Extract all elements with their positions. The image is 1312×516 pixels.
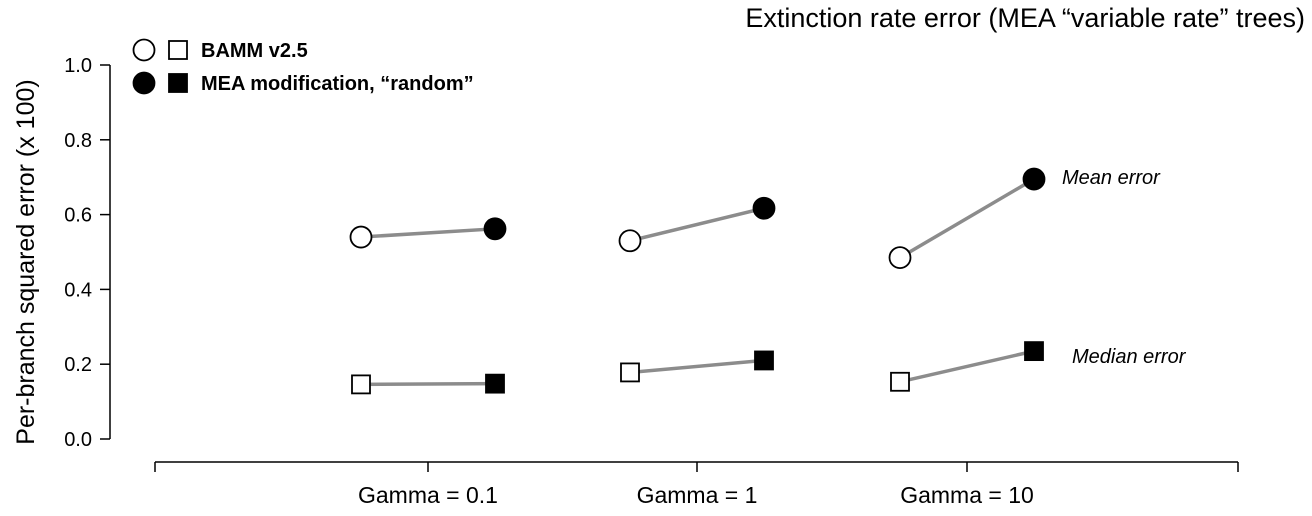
mean-error-annotation: Mean error [1062, 167, 1161, 189]
mean-connector [899, 177, 1035, 260]
filled-square-point [485, 373, 505, 394]
legend: BAMM v2.5 MEA modification, “random” [132, 38, 474, 95]
chart-title: Extinction rate error (MEA “variable rat… [745, 3, 1305, 33]
legend-square-icon [168, 40, 188, 60]
legend-circle-icon [132, 71, 156, 95]
x-tick-label: Gamma = 1 [637, 482, 758, 508]
legend-circle-icon [132, 38, 156, 62]
annotations: Mean error Median error [1062, 167, 1187, 368]
filled-circle-point [483, 217, 507, 241]
x-ticks: Gamma = 0.1 Gamma = 1 Gamma = 10 [154, 462, 1239, 508]
legend-label: BAMM v2.5 [201, 40, 308, 62]
mean-connector [629, 206, 765, 243]
x-tick-label: Gamma = 0.1 [358, 482, 498, 508]
median-connector [629, 358, 765, 375]
mean-connector [360, 227, 496, 239]
y-tick-label: 1.0 [64, 55, 92, 77]
y-ticks: 0.0 0.2 0.4 0.6 0.8 1.0 [64, 55, 110, 451]
open-circle-point [888, 246, 912, 270]
y-tick-label: 0.6 [64, 205, 92, 227]
open-square-point [351, 374, 371, 395]
y-tick-label: 0.0 [64, 429, 92, 451]
y-tick-label: 0.2 [64, 354, 92, 376]
x-tick-label: Gamma = 10 [900, 482, 1034, 508]
legend-label: MEA modification, “random” [201, 73, 474, 95]
legend-square-icon [168, 73, 188, 93]
open-square-point [890, 371, 910, 392]
y-axis: 0.0 0.2 0.4 0.6 0.8 1.0 [64, 55, 111, 451]
y-axis-label: Per-branch squared error (x 100) [12, 79, 40, 444]
x-axis: Gamma = 0.1 Gamma = 1 Gamma = 10 [154, 461, 1239, 508]
median-error-annotation: Median error [1072, 346, 1187, 368]
data-markers [349, 167, 1046, 395]
filled-square-point [754, 350, 774, 371]
filled-circle-point [752, 196, 776, 220]
median-connector [899, 349, 1035, 384]
y-tick-label: 0.4 [64, 279, 92, 301]
median-connector [360, 381, 496, 387]
filled-square-point [1024, 341, 1044, 362]
open-circle-point [618, 229, 642, 253]
open-square-point [620, 362, 640, 383]
y-tick-label: 0.8 [64, 130, 92, 152]
open-circle-point [349, 225, 373, 249]
filled-circle-point [1022, 167, 1046, 191]
connector-lines [360, 177, 1035, 387]
